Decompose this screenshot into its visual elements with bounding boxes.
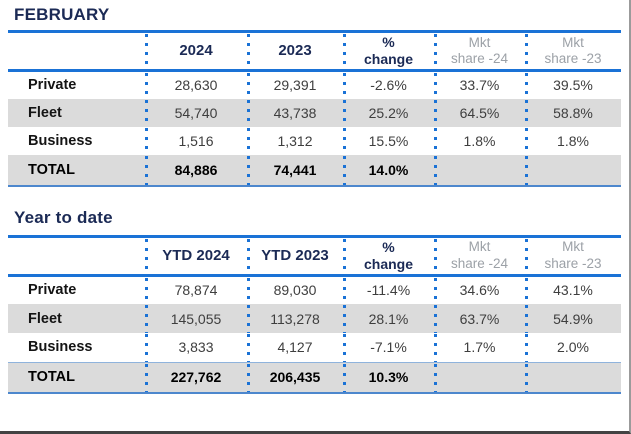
cell-mkt-share-23: 2.0% [525,333,621,362]
february-table: 2024 2023 % change Mkt share -24 Mkt sha… [8,30,621,187]
feb-row-private: Private 28,630 29,391 -2.6% 33.7% 39.5% [8,70,621,99]
row-label: Fleet [28,104,62,121]
row-label: TOTAL [8,361,145,393]
cell-mkt-share-23: 58.8% [525,98,621,127]
feb-row-total: TOTAL 84,886 74,441 14.0% [8,154,621,186]
cell-mkt-share-24: 1.7% [434,333,525,362]
cell-mkt-share-24: 34.6% [434,275,525,304]
ytd-column-header-blank [8,236,145,277]
cell-2023: 29,391 [247,70,343,99]
row-label: TOTAL [28,161,75,178]
feb-column-header-mkt-share-24: Mkt share -24 [434,31,525,72]
cell-2023: 4,127 [247,333,343,362]
cell-2024: 28,630 [145,70,247,99]
cell-2024: 3,833 [145,333,247,362]
ytd-column-header-2024: YTD 2024 [145,236,247,277]
feb-column-header-mkt-share-23: Mkt share -23 [525,31,621,72]
cell-2024: 84,886 [145,154,247,186]
cell-mkt-share-24: 33.7% [434,70,525,99]
cell-mkt-share-24: 63.7% [434,304,525,333]
cell-mkt-share-23: 1.8% [525,126,621,155]
cell-2024: 1,516 [145,126,247,155]
ytd-row-business: Business 3,833 4,127 -7.1% 1.7% 2.0% [8,333,621,362]
row-label: Private [28,77,77,94]
feb-column-header-pct-change: % change [343,31,434,72]
ytd-column-header-mkt-share-24: Mkt share -24 [434,236,525,277]
cell-pct-change: -7.1% [343,333,434,362]
cell-2024: 54,740 [145,98,247,127]
cell-2024: 78,874 [145,275,247,304]
cell-mkt-share-24: 1.8% [434,126,525,155]
feb-row-business: Business 1,516 1,312 15.5% 1.8% 1.8% [8,126,621,155]
row-label: Business [28,132,93,149]
cell-2023: 1,312 [247,126,343,155]
feb-column-header-2024: 2024 [145,31,247,72]
ytd-header-row: YTD 2024 YTD 2023 % change Mkt share -24… [8,236,621,277]
row-label: Private [28,282,77,299]
february-header-row: 2024 2023 % change Mkt share -24 Mkt sha… [8,31,621,72]
cell-2023: 74,441 [247,154,343,186]
cell-mkt-share-23: 39.5% [525,70,621,99]
ytd-column-header-mkt-share-23: Mkt share -23 [525,236,621,277]
year-to-date-section: Year to date YTD 2024 YTD 2023 % change … [0,187,629,394]
cell-mkt-share-23 [525,361,621,393]
ytd-row-fleet: Fleet 145,055 113,278 28.1% 63.7% 54.9% [8,304,621,333]
cell-mkt-share-24: 64.5% [434,98,525,127]
row-label: Business [28,339,93,356]
february-title: FEBRUARY [14,5,110,24]
february-section: FEBRUARY 2024 2023 % change Mkt share -2… [0,0,629,187]
ytd-column-header-pct-change: % change [343,236,434,277]
cell-2023: 206,435 [247,361,343,393]
ytd-column-header-2023: YTD 2023 [247,236,343,277]
cell-2024: 227,762 [145,361,247,393]
cell-pct-change: 25.2% [343,98,434,127]
feb-column-header-2023: 2023 [247,31,343,72]
feb-row-fleet: Fleet 54,740 43,738 25.2% 64.5% 58.8% [8,98,621,127]
cell-pct-change: 14.0% [343,154,434,186]
cell-pct-change: 28.1% [343,304,434,333]
cell-pct-change: -2.6% [343,70,434,99]
cell-mkt-share-23: 43.1% [525,275,621,304]
row-label: Fleet [28,310,62,327]
cell-2023: 43,738 [247,98,343,127]
cell-mkt-share-23 [525,154,621,186]
cell-mkt-share-23: 54.9% [525,304,621,333]
ytd-row-total: TOTAL 227,762 206,435 10.3% [8,361,621,393]
year-to-date-title: Year to date [14,207,113,227]
year-to-date-table: YTD 2024 YTD 2023 % change Mkt share -24… [8,234,621,394]
cell-mkt-share-24 [434,361,525,393]
cell-2023: 89,030 [247,275,343,304]
cell-pct-change: 15.5% [343,126,434,155]
cell-2023: 113,278 [247,304,343,333]
cell-2024: 145,055 [145,304,247,333]
feb-column-header-blank [8,31,145,72]
cell-pct-change: -11.4% [343,275,434,304]
ytd-row-private: Private 78,874 89,030 -11.4% 34.6% 43.1% [8,275,621,304]
cell-mkt-share-24 [434,154,525,186]
cell-pct-change: 10.3% [343,361,434,393]
